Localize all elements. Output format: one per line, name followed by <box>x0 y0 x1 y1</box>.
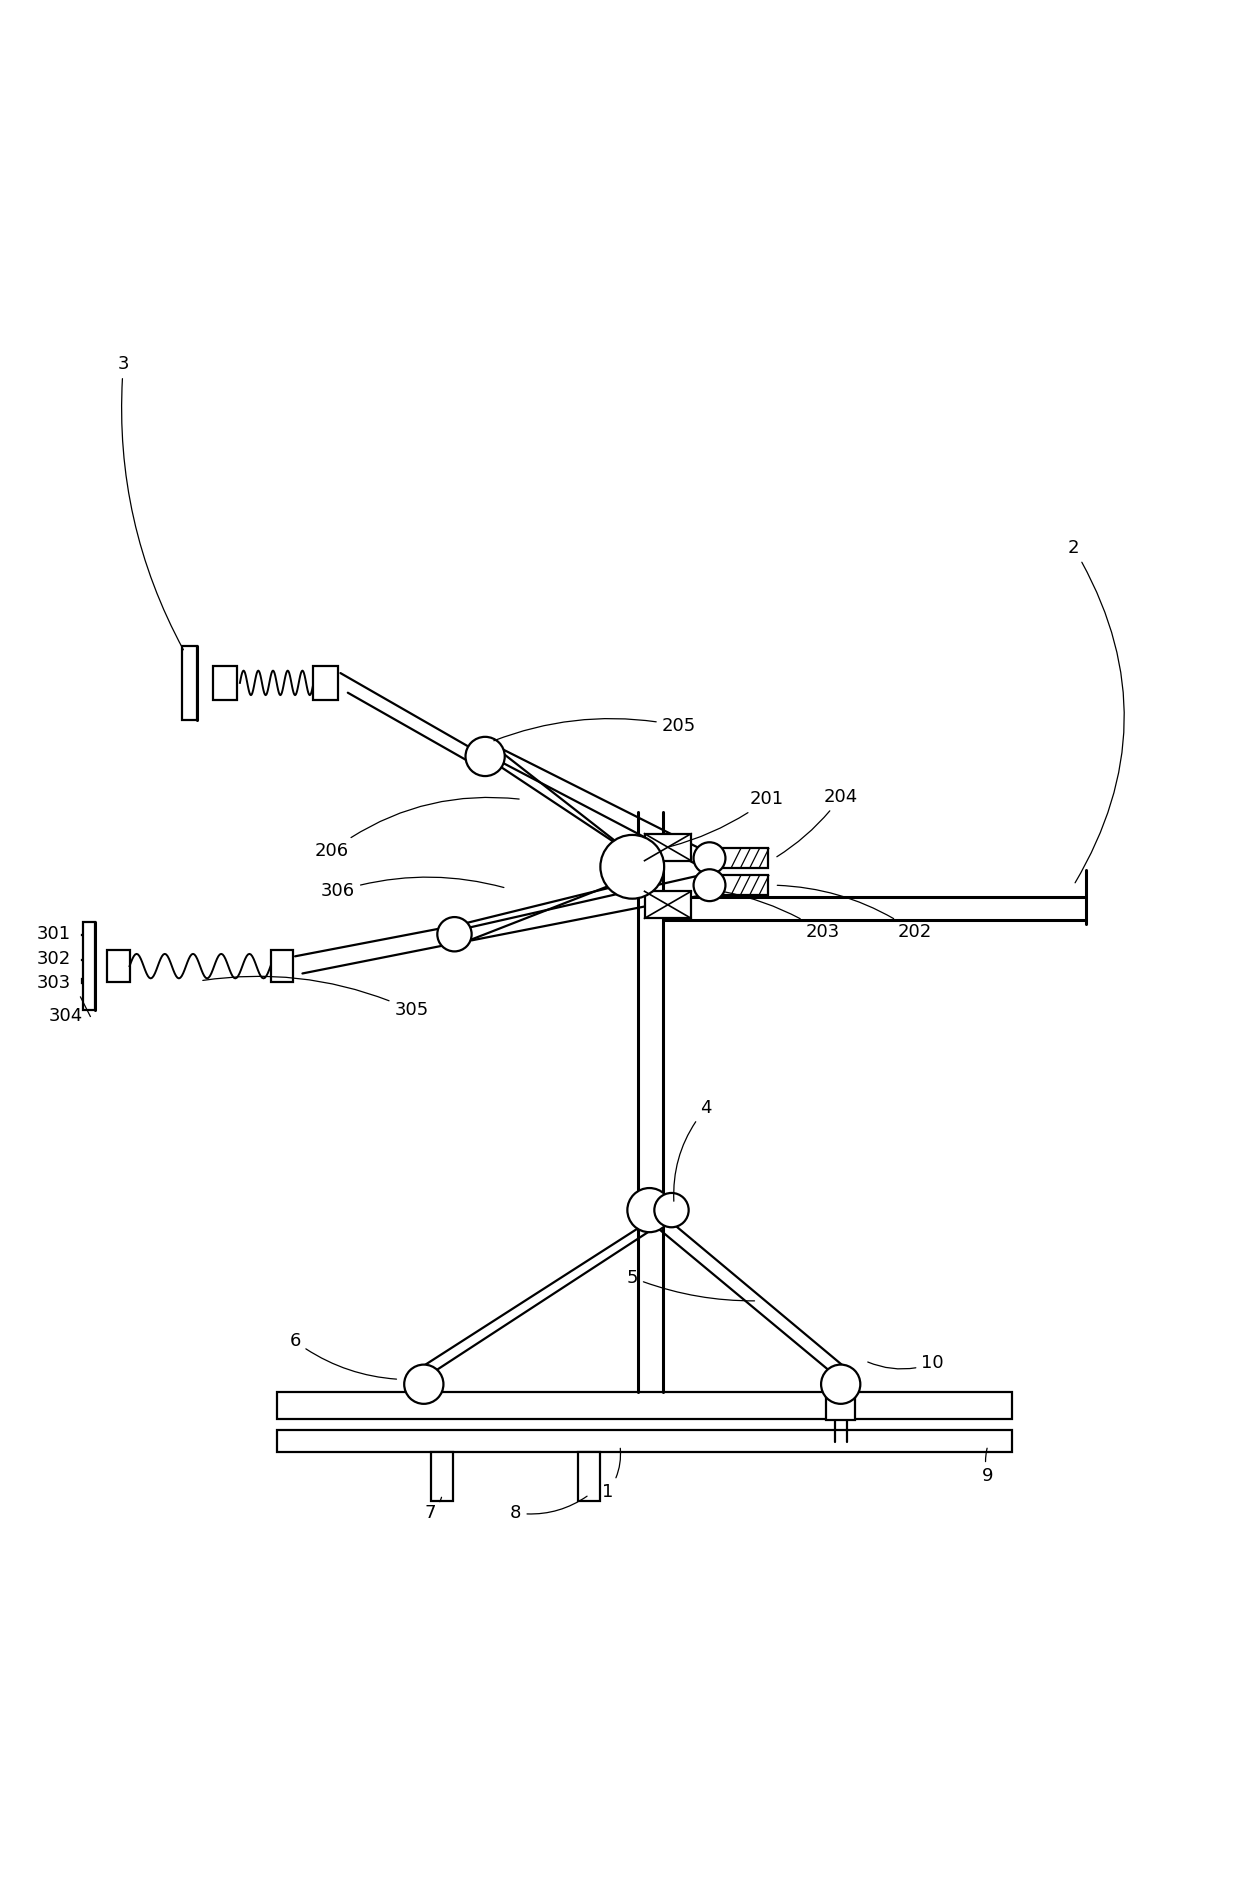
Circle shape <box>600 835 665 899</box>
Bar <box>722 875 769 895</box>
Text: 301: 301 <box>36 926 71 943</box>
Bar <box>182 646 197 719</box>
Circle shape <box>465 736 505 776</box>
Bar <box>722 848 769 869</box>
Text: 302: 302 <box>36 950 71 967</box>
Text: 306: 306 <box>321 876 503 901</box>
Text: 5: 5 <box>626 1268 755 1300</box>
Text: 9: 9 <box>982 1448 993 1486</box>
Bar <box>645 892 691 918</box>
Text: 2: 2 <box>1068 540 1125 882</box>
Text: 8: 8 <box>510 1495 587 1522</box>
Bar <box>277 1391 1012 1418</box>
Text: 305: 305 <box>203 977 429 1018</box>
Circle shape <box>655 1193 688 1227</box>
Text: 4: 4 <box>673 1100 712 1202</box>
Circle shape <box>404 1365 444 1405</box>
Bar <box>314 666 339 700</box>
Circle shape <box>693 869 725 901</box>
Text: 303: 303 <box>36 975 71 992</box>
Text: 10: 10 <box>868 1353 944 1372</box>
Circle shape <box>627 1189 672 1232</box>
Circle shape <box>693 842 725 875</box>
Bar <box>645 833 691 861</box>
Bar <box>578 1452 600 1501</box>
Text: 203: 203 <box>724 892 839 941</box>
Bar <box>108 950 129 982</box>
Text: 206: 206 <box>315 797 520 859</box>
Bar <box>83 922 95 1011</box>
Circle shape <box>821 1365 861 1405</box>
Text: 6: 6 <box>289 1333 397 1380</box>
Bar <box>213 666 237 700</box>
Text: 202: 202 <box>777 886 931 941</box>
Bar <box>432 1452 454 1501</box>
Text: 304: 304 <box>48 1007 83 1026</box>
Bar <box>277 1429 1012 1452</box>
Text: 205: 205 <box>494 717 696 740</box>
Text: 7: 7 <box>424 1497 441 1522</box>
Text: 201: 201 <box>671 791 784 846</box>
Circle shape <box>438 916 471 952</box>
Text: 204: 204 <box>776 787 858 858</box>
Text: 3: 3 <box>118 356 184 649</box>
Bar <box>826 1376 856 1420</box>
Text: 1: 1 <box>603 1448 620 1501</box>
Bar <box>270 950 293 982</box>
